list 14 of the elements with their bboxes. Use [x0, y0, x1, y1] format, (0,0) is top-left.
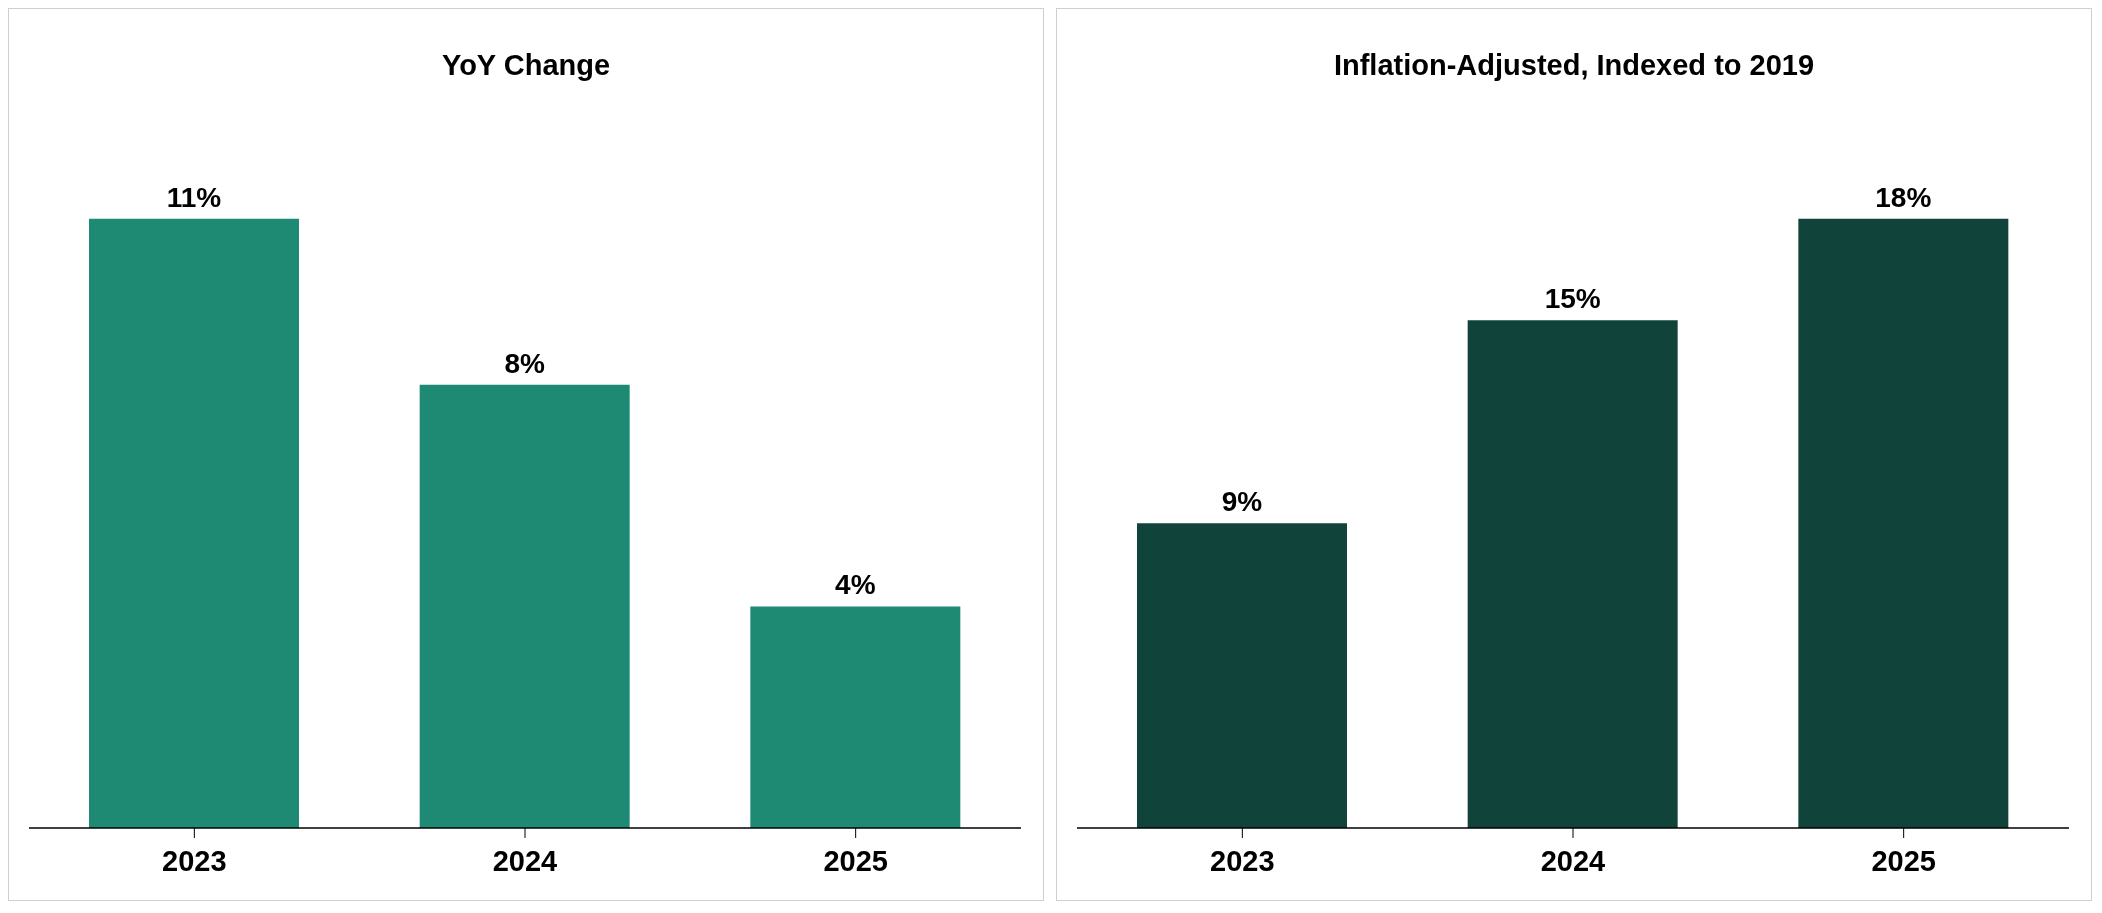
data-label: 4% [835, 569, 876, 601]
chart-title: YoY Change [440, 49, 612, 82]
data-label: 18% [1875, 181, 1932, 213]
data-label: 9% [1221, 486, 1263, 518]
x-tick-label: 2024 [1540, 844, 1606, 877]
x-tick-label: 2024 [492, 844, 558, 877]
data-label: 8% [504, 347, 545, 379]
data-label: 11% [166, 181, 222, 213]
x-tick-label: 2023 [162, 844, 227, 877]
x-tick-label: 2025 [823, 844, 888, 877]
x-tick-label: 2023 [1210, 844, 1275, 877]
chart-title: Inflation-Adjusted, Indexed to 2019 [1332, 49, 1816, 82]
x-tick-label: 2025 [1871, 844, 1936, 877]
data-label: 15% [1544, 283, 1601, 315]
